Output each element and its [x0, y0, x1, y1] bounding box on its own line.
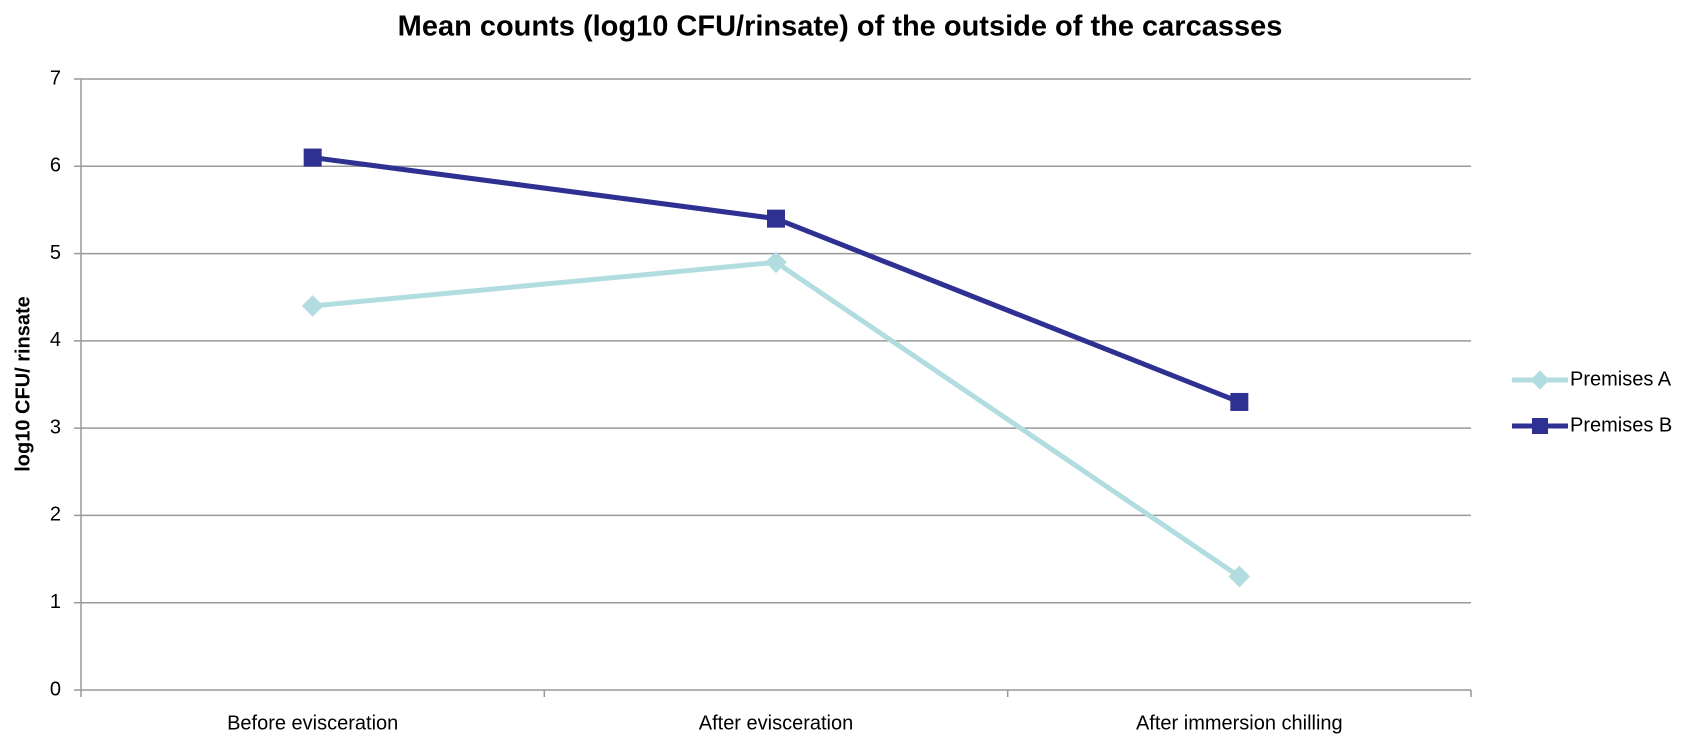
- y-tick-label: 0: [50, 678, 61, 700]
- y-tick-label: 3: [50, 416, 61, 438]
- legend-marker: [1530, 370, 1550, 390]
- y-tick-label: 4: [50, 329, 61, 351]
- legend-label: Premises A: [1570, 368, 1672, 390]
- x-tick-label: After immersion chilling: [1136, 712, 1343, 734]
- legend-label: Premises B: [1570, 414, 1672, 436]
- data-point: [767, 209, 785, 228]
- data-point: [1230, 392, 1249, 411]
- y-tick-label: 2: [50, 504, 61, 526]
- y-tick-label: 6: [50, 155, 61, 177]
- data-point: [765, 251, 787, 274]
- series-line: [312, 155, 1241, 405]
- y-tick-label: 5: [50, 242, 61, 264]
- data-point: [301, 295, 324, 317]
- y-tick-label: 1: [50, 591, 61, 613]
- y-tick-label: 7: [50, 67, 61, 89]
- legend-marker: [1532, 418, 1548, 434]
- x-tick-label: Before evisceration: [227, 712, 398, 734]
- data-point: [1228, 565, 1251, 588]
- x-tick-label: After evisceration: [699, 712, 854, 734]
- y-axis-label: log10 CFU/ rinsate: [12, 296, 34, 472]
- series-line: [312, 259, 1241, 579]
- chart-title: Mean counts (log10 CFU/rinsate) of the o…: [398, 11, 1283, 43]
- data-point: [303, 148, 322, 167]
